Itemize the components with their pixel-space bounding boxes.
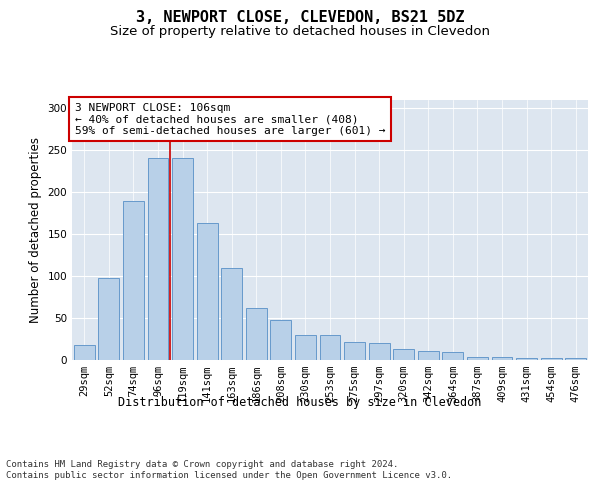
Bar [491, 358, 512, 360]
Bar [172, 158, 193, 360]
Bar [467, 358, 488, 360]
Bar [74, 345, 95, 360]
Bar [442, 352, 463, 360]
Bar [123, 200, 144, 360]
Bar [393, 349, 414, 360]
Bar [344, 342, 365, 360]
Bar [197, 224, 218, 360]
Bar [246, 308, 267, 360]
Bar [221, 268, 242, 360]
Text: 3, NEWPORT CLOSE, CLEVEDON, BS21 5DZ: 3, NEWPORT CLOSE, CLEVEDON, BS21 5DZ [136, 10, 464, 25]
Bar [148, 158, 169, 360]
Bar [541, 358, 562, 360]
Text: Contains HM Land Registry data © Crown copyright and database right 2024.
Contai: Contains HM Land Registry data © Crown c… [6, 460, 452, 479]
Bar [271, 320, 292, 360]
Bar [516, 358, 537, 360]
Bar [565, 358, 586, 360]
Bar [98, 278, 119, 360]
Text: 3 NEWPORT CLOSE: 106sqm
← 40% of detached houses are smaller (408)
59% of semi-d: 3 NEWPORT CLOSE: 106sqm ← 40% of detache… [74, 102, 385, 136]
Bar [320, 335, 340, 360]
Y-axis label: Number of detached properties: Number of detached properties [29, 137, 42, 323]
Bar [418, 351, 439, 360]
Text: Size of property relative to detached houses in Clevedon: Size of property relative to detached ho… [110, 24, 490, 38]
Text: Distribution of detached houses by size in Clevedon: Distribution of detached houses by size … [118, 396, 482, 409]
Bar [368, 343, 389, 360]
Bar [295, 335, 316, 360]
